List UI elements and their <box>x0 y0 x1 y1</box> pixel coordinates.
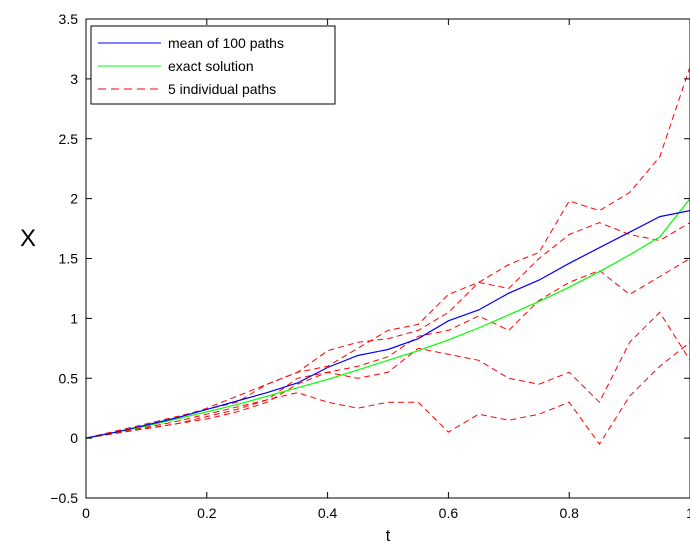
x-tick-label: 0.2 <box>197 505 217 521</box>
individual-path-line-2 <box>85 222 690 439</box>
legend-box <box>90 25 336 105</box>
x-axis-label: t <box>386 526 391 545</box>
mean-paths-line <box>85 210 690 439</box>
series-layer <box>85 66 690 445</box>
individual-path-line-3 <box>85 258 690 439</box>
y-tick-label: 3 <box>70 71 78 87</box>
y-tick-label: 1 <box>70 310 78 326</box>
legend-label-exact: exact solution <box>168 58 254 74</box>
x-tick-label: 1 <box>686 505 690 521</box>
x-tick-label: 0.4 <box>318 505 338 521</box>
y-tick-label: 2 <box>70 191 78 207</box>
y-axis-label: X <box>20 225 36 252</box>
y-tick-label: 2.5 <box>59 131 79 147</box>
y-tick-label: 1.5 <box>59 251 79 267</box>
legend-label-mean: mean of 100 paths <box>168 35 284 51</box>
y-tick-label: −0.5 <box>50 490 78 506</box>
individual-path-line-4 <box>85 311 690 439</box>
y-tick-label: 3.5 <box>59 11 79 27</box>
x-tick-label: 0.8 <box>559 505 579 521</box>
exact-solution-line <box>85 198 690 439</box>
legend: mean of 100 paths exact solution 5 indiv… <box>90 25 336 105</box>
y-tick-label: 0 <box>70 430 78 446</box>
axis-layer: 00.20.40.60.81−0.500.511.522.533.5 <box>50 11 690 521</box>
individual-path-line-5 <box>85 341 690 445</box>
y-tick-label: 0.5 <box>59 370 79 386</box>
x-tick-label: 0.6 <box>439 505 459 521</box>
legend-label-paths: 5 individual paths <box>168 81 276 97</box>
x-tick-label: 0 <box>82 505 90 521</box>
